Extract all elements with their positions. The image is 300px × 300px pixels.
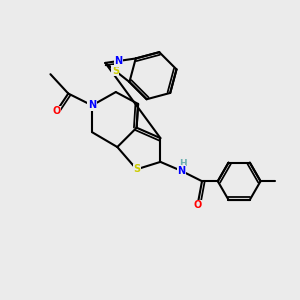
Text: O: O	[52, 106, 61, 116]
Text: S: S	[112, 66, 119, 76]
Text: N: N	[114, 56, 122, 66]
Text: S: S	[133, 164, 140, 174]
Text: O: O	[194, 200, 202, 210]
Text: N: N	[88, 100, 96, 110]
Text: H: H	[179, 159, 187, 168]
Text: N: N	[177, 166, 185, 176]
